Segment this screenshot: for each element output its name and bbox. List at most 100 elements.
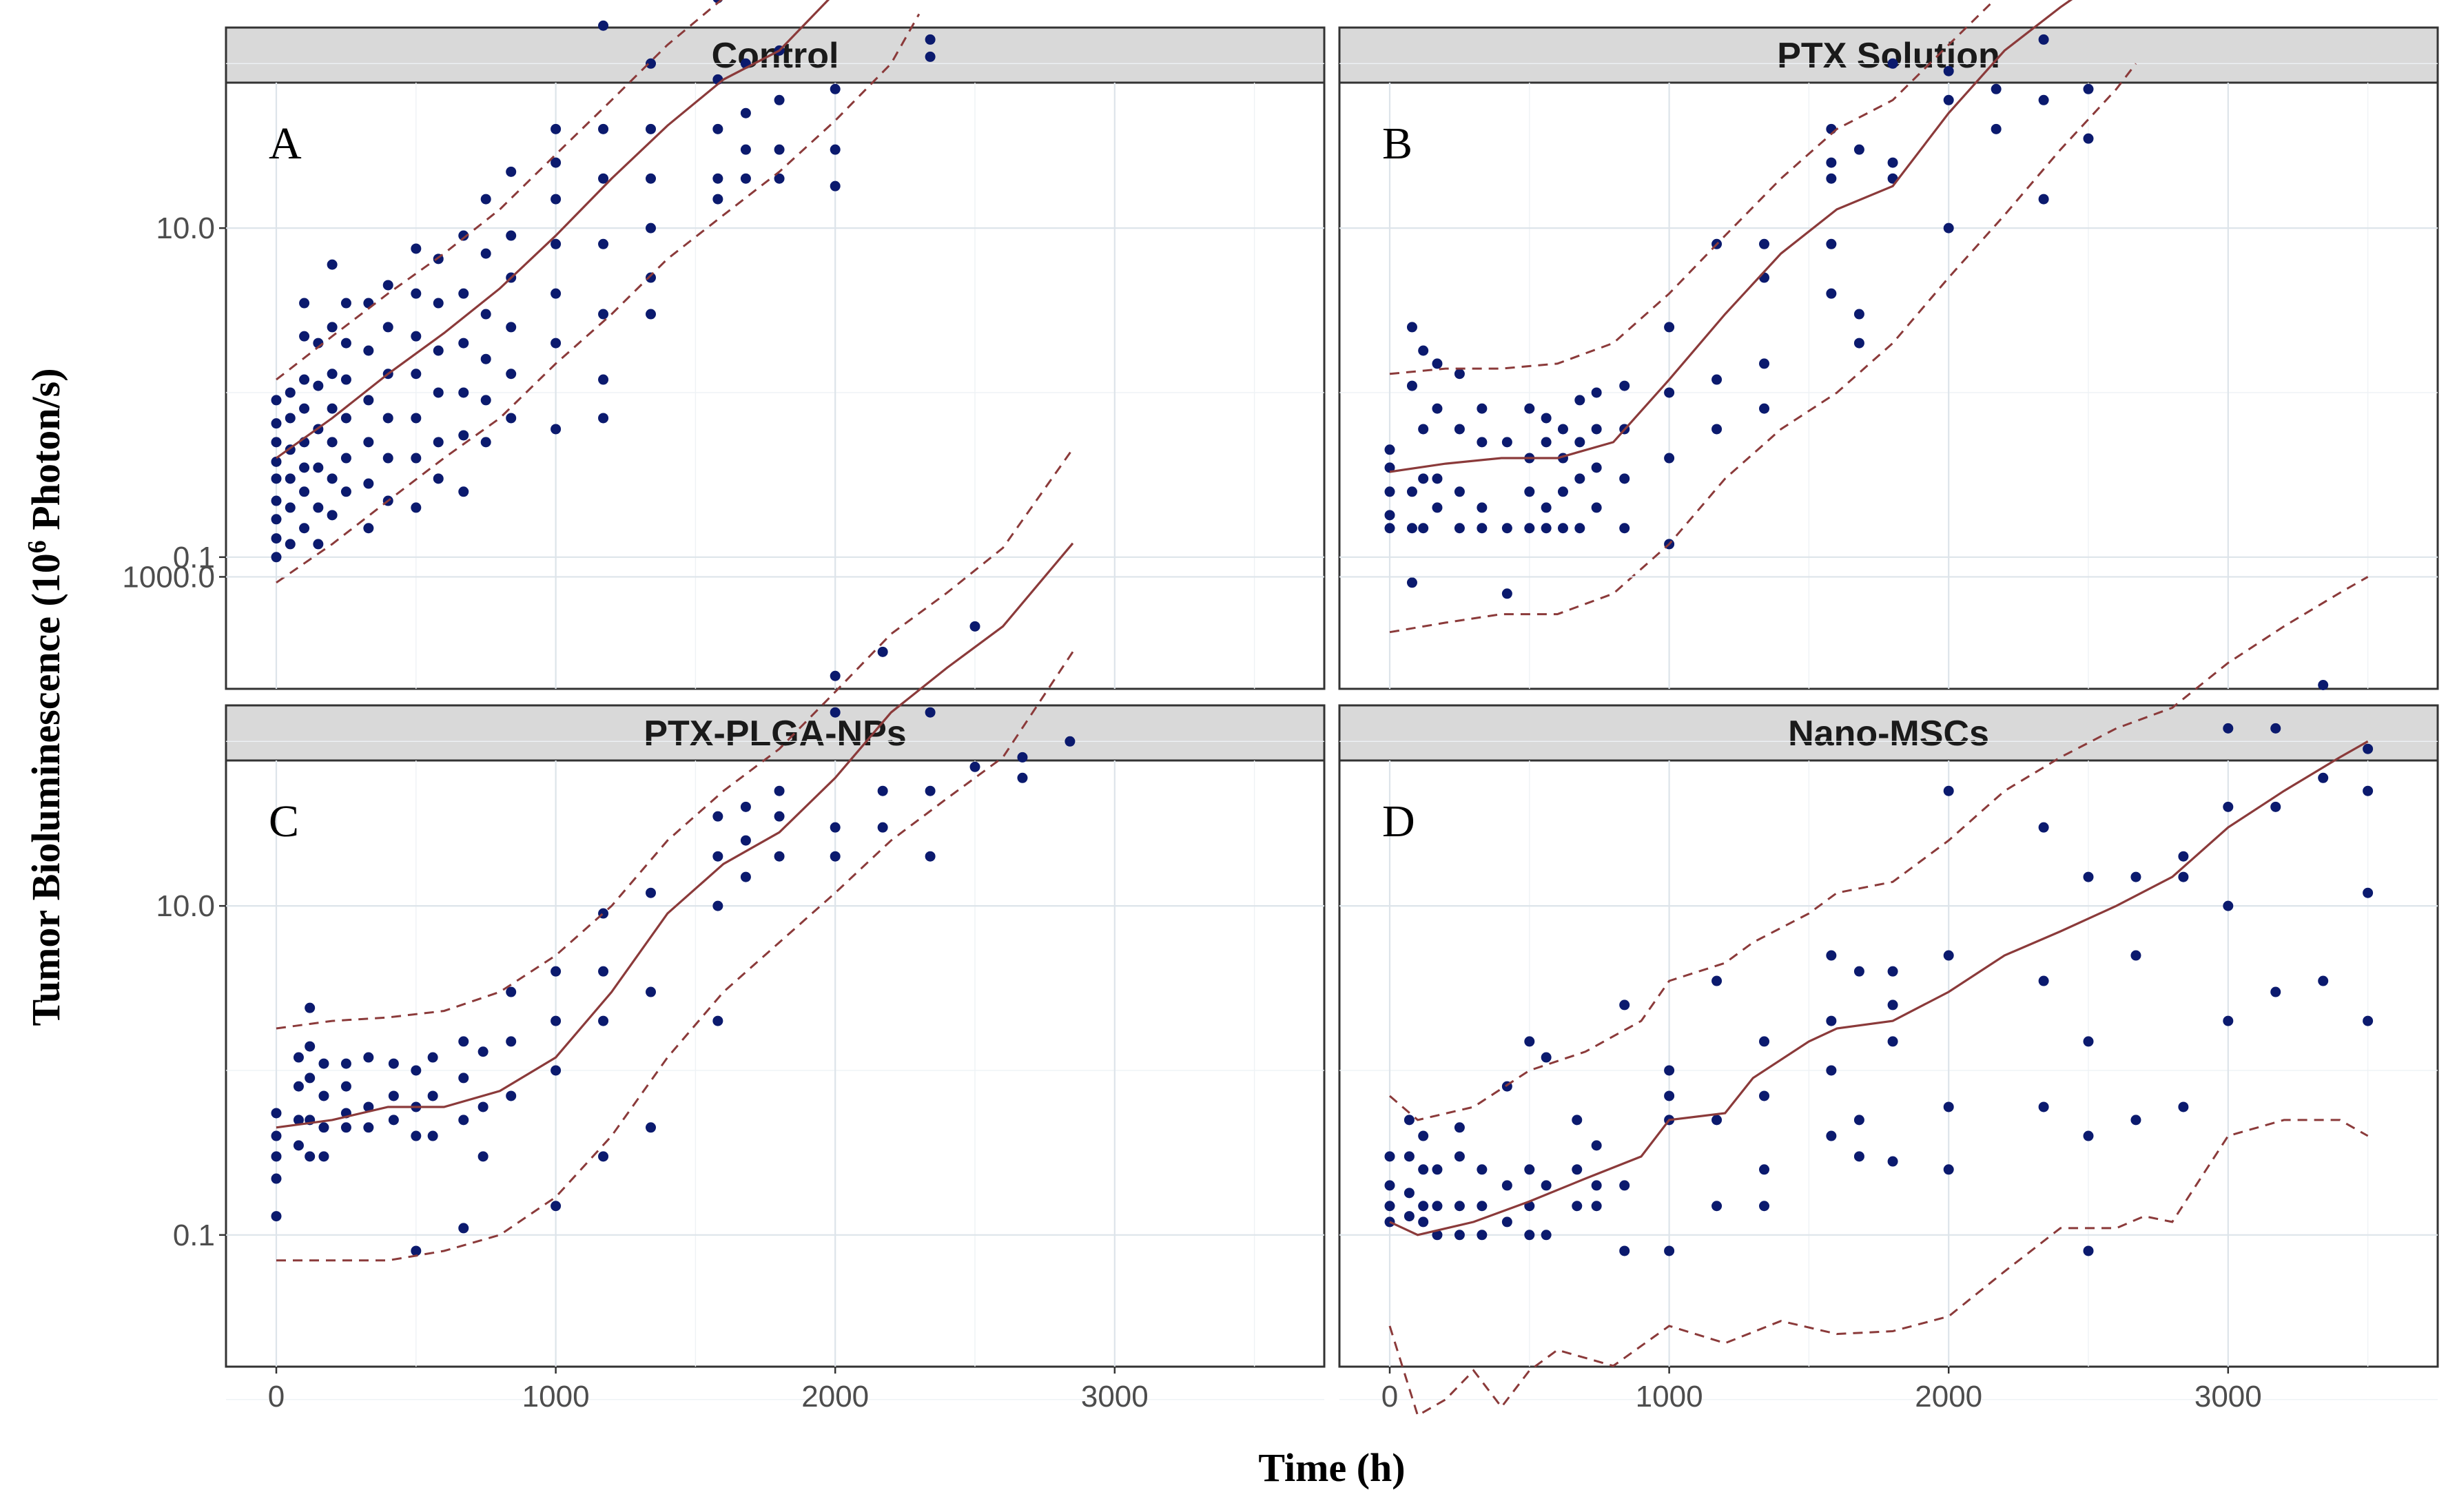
data-point <box>293 1052 304 1063</box>
data-point <box>2223 723 2234 734</box>
data-point <box>830 851 841 862</box>
data-point <box>271 418 282 429</box>
data-point <box>551 424 562 435</box>
data-point <box>740 801 751 812</box>
median-line <box>276 0 830 459</box>
data-point <box>1759 403 1770 414</box>
data-point <box>1406 380 1417 391</box>
data-point <box>1541 413 1552 424</box>
data-point <box>2130 871 2141 882</box>
data-point <box>774 144 785 155</box>
data-point <box>2083 1245 2094 1256</box>
data-point <box>458 387 469 398</box>
data-point <box>340 453 351 464</box>
data-point <box>1664 387 1675 398</box>
data-point <box>1404 1115 1415 1126</box>
data-point <box>1853 144 1864 155</box>
data-point <box>712 173 723 184</box>
data-point <box>271 1151 282 1162</box>
data-point <box>740 144 751 155</box>
data-point <box>1477 403 1488 414</box>
data-point <box>1711 1201 1723 1212</box>
data-point <box>1454 369 1465 380</box>
data-point <box>1454 486 1465 497</box>
data-point <box>551 1201 562 1212</box>
lower-bound-line <box>276 13 921 584</box>
data-points <box>271 621 1076 1256</box>
data-point <box>2363 1015 2374 1026</box>
data-point <box>1477 523 1488 534</box>
data-point <box>1619 523 1630 534</box>
data-point <box>1711 424 1723 435</box>
data-point <box>411 502 422 513</box>
data-point <box>433 473 444 484</box>
data-point <box>1574 395 1585 406</box>
data-point <box>363 1101 374 1112</box>
data-point <box>480 437 491 448</box>
data-point <box>480 395 491 406</box>
data-point <box>1406 486 1417 497</box>
data-point <box>551 966 562 977</box>
gridlines <box>1339 63 2438 723</box>
data-point <box>1384 1180 1395 1191</box>
data-point <box>1017 772 1028 783</box>
data-point <box>1541 1230 1552 1241</box>
data-point <box>1853 1115 1864 1126</box>
x-tick-label: 1000 <box>522 1380 590 1413</box>
data-point <box>1664 1090 1675 1101</box>
data-point <box>433 298 444 309</box>
data-point <box>551 1065 562 1076</box>
data-point <box>363 395 374 406</box>
data-point <box>740 107 751 118</box>
panel-strip <box>1338 704 2439 762</box>
data-point <box>1501 1180 1512 1191</box>
data-point <box>506 230 517 241</box>
data-point <box>285 539 296 550</box>
median-line <box>276 542 1074 1129</box>
data-point <box>1418 424 1429 435</box>
data-point <box>712 194 723 205</box>
data-point <box>830 180 841 191</box>
data-point <box>2318 975 2329 986</box>
panel-letter: A <box>269 118 302 169</box>
data-point <box>1943 222 1954 234</box>
data-point <box>1591 1140 1602 1151</box>
data-point <box>1404 1188 1415 1199</box>
data-point <box>411 1130 422 1141</box>
lower-bound-line <box>1388 1119 2369 1418</box>
data-point <box>327 510 338 521</box>
median-line <box>1389 0 2073 473</box>
data-point <box>285 387 296 398</box>
data-point <box>712 811 723 822</box>
panel-strip <box>225 26 1326 84</box>
data-point <box>411 243 422 254</box>
data-point <box>1711 1115 1723 1126</box>
data-point <box>299 298 310 309</box>
data-point <box>969 761 980 772</box>
data-point <box>313 539 324 550</box>
x-tick-label: 0 <box>268 1380 285 1413</box>
data-point <box>305 1041 316 1052</box>
data-point <box>340 298 351 309</box>
data-point <box>1664 1065 1675 1076</box>
panel-letter: D <box>1382 796 1415 847</box>
data-point <box>458 1073 469 1084</box>
y-tick-label: 0.1 <box>173 541 215 574</box>
data-point <box>305 1073 316 1084</box>
data-point <box>877 785 888 796</box>
data-point <box>2178 851 2189 862</box>
data-point <box>598 1015 609 1026</box>
data-point <box>480 194 491 205</box>
data-point <box>327 403 338 414</box>
data-point <box>327 322 338 333</box>
data-point <box>2270 986 2281 997</box>
data-point <box>1759 1090 1770 1101</box>
data-point <box>1853 1151 1864 1162</box>
data-point <box>774 785 785 796</box>
data-point <box>1418 1201 1429 1212</box>
lower-bound-line <box>276 651 1074 1262</box>
data-point <box>1591 502 1602 513</box>
data-point <box>740 173 751 184</box>
data-point <box>1454 523 1465 534</box>
